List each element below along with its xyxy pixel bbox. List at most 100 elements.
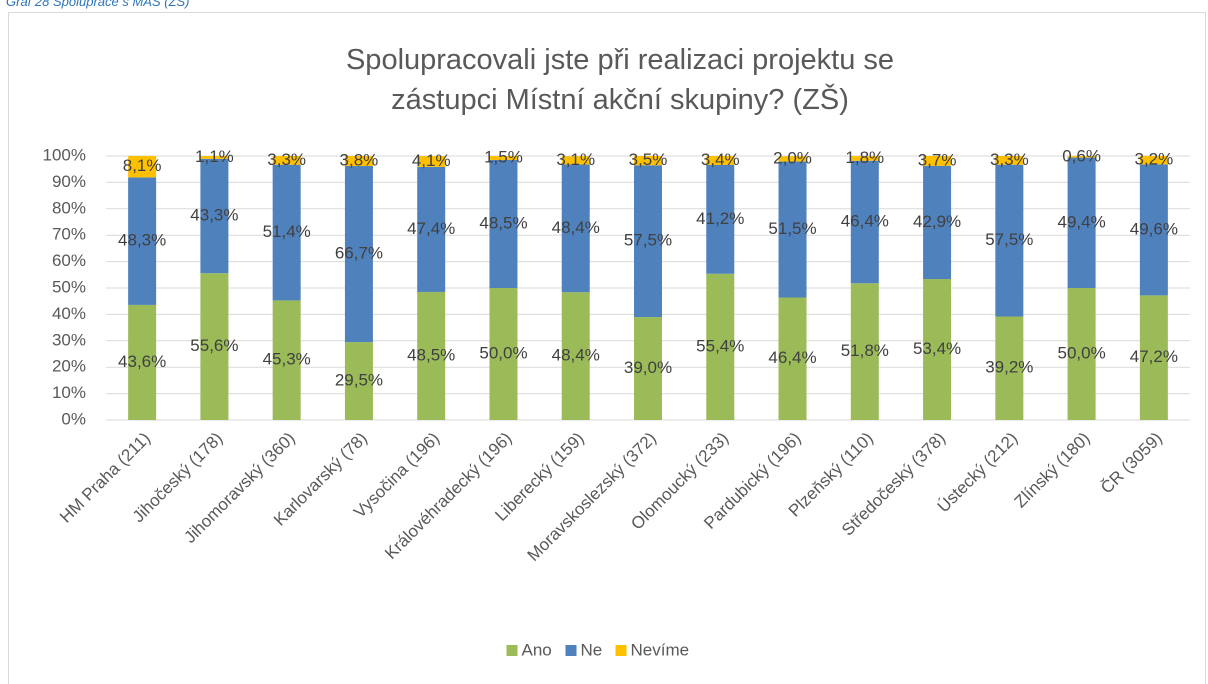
bar-segment — [344, 156, 373, 167]
data-label: 2,0% — [773, 148, 812, 167]
legend-label: Nevíme — [631, 640, 690, 659]
bar-segment — [128, 304, 157, 420]
y-tick-label: 20% — [52, 357, 86, 376]
legend-label: Ano — [522, 640, 552, 659]
data-label: 48,5% — [407, 345, 455, 364]
legend-swatch — [506, 645, 518, 656]
legend-swatch — [615, 645, 627, 656]
legend-swatch — [565, 645, 577, 656]
bar-segment — [706, 164, 735, 274]
data-label: 39,0% — [624, 358, 672, 377]
bar-segment — [850, 283, 879, 420]
data-label: 53,4% — [913, 339, 961, 358]
data-label: 3,3% — [267, 150, 306, 169]
data-label: 42,9% — [913, 212, 961, 231]
x-tick-label: Moravskoslezský (372) — [524, 429, 660, 565]
bar-segment — [417, 291, 446, 420]
bar-segment — [706, 273, 735, 420]
data-label: 29,5% — [335, 371, 383, 390]
y-tick-label: 40% — [52, 304, 86, 323]
x-tick-label: Zlínský (180) — [1011, 429, 1094, 512]
data-label: 55,4% — [696, 336, 744, 355]
data-label: 55,6% — [190, 336, 238, 355]
bar-segment — [489, 156, 518, 160]
bar-segment — [344, 166, 373, 343]
bar-segment — [778, 156, 807, 162]
legend-label: Ne — [581, 640, 603, 659]
data-label: 1,1% — [195, 147, 234, 166]
bar-segment — [200, 158, 229, 274]
bar-segment — [1139, 164, 1168, 296]
data-label: 48,3% — [118, 231, 166, 250]
bar-segment — [1139, 295, 1168, 420]
data-label: 51,5% — [768, 219, 816, 238]
x-tick-label: ČR (3059) — [1097, 429, 1166, 498]
data-label: 0,6% — [1062, 146, 1101, 165]
chart-title: Spolupracovali jste při realizaci projek… — [345, 44, 895, 116]
bar-segment — [850, 160, 879, 284]
data-label: 41,2% — [696, 209, 744, 228]
bar-segment — [561, 156, 590, 165]
bar-segment — [995, 164, 1024, 317]
data-label: 57,5% — [624, 231, 672, 250]
bar-segment — [128, 156, 157, 178]
bar-segment — [995, 156, 1024, 165]
bar-segment — [634, 165, 662, 318]
bar-segment — [561, 164, 590, 293]
bar-segment — [200, 273, 229, 420]
bar-segment — [634, 156, 662, 166]
data-label: 49,6% — [1130, 219, 1178, 238]
data-label: 51,4% — [263, 222, 311, 241]
data-label: 50,0% — [479, 343, 527, 362]
data-label: 46,4% — [768, 348, 816, 367]
bar-segment — [417, 156, 446, 167]
y-tick-label: 30% — [52, 330, 86, 349]
data-label: 43,3% — [190, 206, 238, 225]
data-label: 47,4% — [407, 219, 455, 238]
bar-segment — [1067, 156, 1096, 158]
data-label: 39,2% — [985, 358, 1033, 377]
bar-segment — [1139, 156, 1168, 165]
data-label: 3,5% — [629, 150, 668, 169]
bar-segment — [272, 300, 301, 420]
bar-segment — [634, 317, 662, 420]
x-tick-label: Královéhradecký (196) — [381, 429, 515, 563]
bar-segment — [923, 165, 952, 280]
y-tick-label: 80% — [52, 198, 86, 217]
bar-segment — [417, 166, 446, 292]
bar-segment — [489, 288, 518, 420]
data-label: 4,1% — [412, 151, 451, 170]
bar-segment — [1067, 157, 1096, 288]
bar-segment — [1067, 288, 1096, 420]
data-label: 43,6% — [118, 352, 166, 371]
bar-segment — [995, 316, 1024, 420]
y-tick-label: 50% — [52, 277, 86, 296]
data-label: 47,2% — [1130, 347, 1178, 366]
data-label: 46,4% — [841, 211, 889, 230]
data-label: 3,4% — [701, 150, 740, 169]
data-label: 1,8% — [845, 148, 884, 167]
y-tick-label: 90% — [52, 172, 86, 191]
data-label: 3,3% — [990, 150, 1029, 169]
data-label: 8,1% — [123, 156, 162, 175]
bar-segment — [923, 156, 952, 166]
data-label: 3,7% — [918, 150, 957, 169]
bar-segment — [923, 279, 952, 420]
bar-segment — [272, 164, 301, 301]
data-label: 66,7% — [335, 244, 383, 263]
data-label: 48,4% — [552, 218, 600, 237]
data-label: 1,5% — [484, 147, 523, 166]
bar-segment — [128, 177, 157, 305]
data-label: 3,2% — [1134, 150, 1173, 169]
bar-segment — [706, 156, 735, 165]
caption: Graf 28 Spolupráce s MAS (ZŠ) — [6, 0, 190, 9]
data-label: 49,4% — [1057, 212, 1105, 231]
y-tick-label: 0% — [61, 409, 86, 428]
data-label: 57,5% — [985, 230, 1033, 249]
data-label: 3,1% — [556, 150, 595, 169]
data-label: 45,3% — [263, 350, 311, 369]
y-tick-label: 10% — [52, 383, 86, 402]
bar-segment — [778, 161, 807, 298]
